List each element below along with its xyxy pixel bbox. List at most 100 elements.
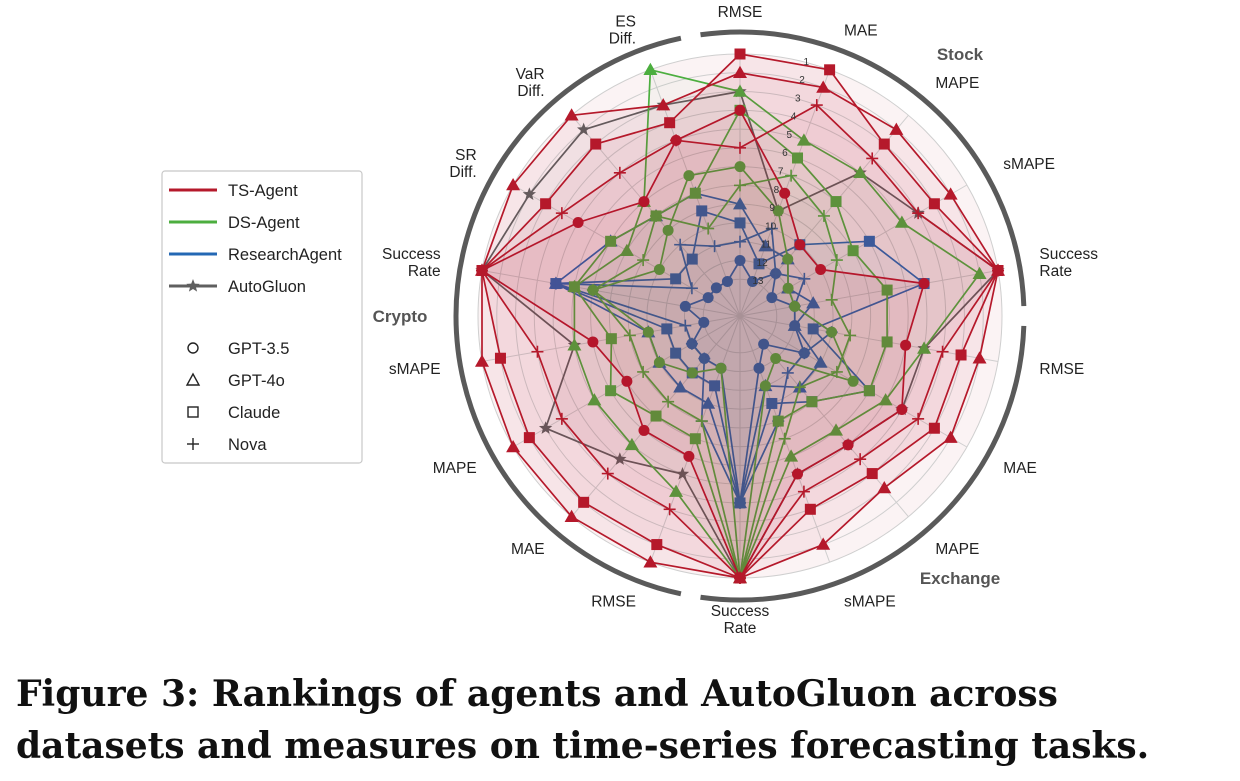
point-ds-agent-gpt-4o-4 bbox=[972, 266, 987, 280]
point-ds-agent-gpt-4o-10 bbox=[669, 484, 684, 497]
point-researchagent-gpt-4o-6 bbox=[813, 355, 828, 368]
point-ts-agent-claude-1 bbox=[824, 64, 836, 76]
point-ts-agent-nova-0 bbox=[734, 141, 746, 154]
grid-spoke-14 bbox=[481, 270, 741, 317]
point-researchagent-gpt-4o-10 bbox=[701, 396, 716, 409]
point-researchagent-gpt-4o-5 bbox=[787, 318, 802, 331]
point-ts-agent-nova-16 bbox=[613, 166, 626, 179]
point-ds-agent-claude-3 bbox=[847, 245, 859, 257]
legend-model-nova: Nova bbox=[187, 436, 267, 454]
radar-chart: StockExchangeCrypto12345678910111213RMSE… bbox=[161, 4, 1098, 637]
point-ts-agent-nova-7 bbox=[854, 453, 867, 466]
point-ds-agent-gpt-4o-17 bbox=[643, 62, 658, 76]
point-ts-agent-nova-15 bbox=[555, 207, 568, 220]
point-ts-agent-gpt-4o-11 bbox=[564, 509, 579, 522]
point-ts-agent-claude-7 bbox=[866, 468, 878, 480]
point-ts-agent-gpt-4o-13 bbox=[474, 354, 489, 367]
axis-label-10: RMSE bbox=[591, 594, 636, 611]
axis-label-4: Success Rate bbox=[1039, 246, 1098, 280]
radar-chart-figure: Stock Exchange Crypto 1 2 3 4 5 6 7 8 9 10 11 12 13 RMSE… bbox=[161, 4, 1098, 637]
legend-model-claude: Claude bbox=[187, 404, 280, 422]
point-ds-agent-claude-13 bbox=[605, 333, 617, 345]
point-researchagent-nova-9 bbox=[734, 496, 746, 509]
point-ts-agent-gpt-4o-8 bbox=[816, 537, 831, 550]
point-ds-agent-gpt-3-5-17 bbox=[683, 170, 695, 182]
axis-label-14: Success Rate bbox=[382, 246, 441, 280]
point-ds-agent-gpt-3-5-10 bbox=[715, 362, 727, 374]
point-ts-agent-gpt-3-5-8 bbox=[792, 468, 804, 480]
point-ts-agent-nova-9 bbox=[734, 572, 746, 584]
point-ts-agent-nova-1 bbox=[810, 99, 823, 112]
rank-tick-label-5: 5 bbox=[786, 130, 792, 141]
point-ds-agent-gpt-4o-11 bbox=[624, 437, 639, 451]
axis-label-9: Success Rate bbox=[711, 603, 770, 637]
group-label-exchange: Exchange bbox=[920, 569, 1000, 588]
grid-spoke-7 bbox=[739, 315, 909, 518]
legend-label-ds-agent: DS-Agent bbox=[228, 214, 300, 232]
point-ds-agent-nova-12 bbox=[637, 365, 650, 378]
point-ts-agent-gpt-3-5-2 bbox=[794, 239, 806, 251]
point-researchagent-nova-14 bbox=[549, 277, 562, 290]
point-ts-agent-claude-11 bbox=[578, 496, 590, 508]
legend-model-label-gpt-3-5: GPT-3.5 bbox=[228, 340, 289, 358]
point-ds-agent-gpt-4o-5 bbox=[917, 341, 932, 354]
grid-spoke-5 bbox=[739, 315, 999, 362]
point-researchagent-claude-15 bbox=[670, 273, 682, 285]
axis-label-0: RMSE bbox=[718, 4, 763, 21]
point-ds-agent-gpt-4o-6 bbox=[878, 393, 893, 406]
point-ts-agent-nova-4 bbox=[992, 264, 1005, 277]
radar-series bbox=[474, 48, 1006, 584]
rank-tick-label-3: 3 bbox=[795, 93, 801, 104]
point-ts-agent-claude-8 bbox=[804, 503, 816, 515]
point-ds-agent-nova-4 bbox=[825, 293, 838, 306]
legend-model-label-claude: Claude bbox=[228, 404, 280, 422]
point-ds-agent-gpt-4o-0 bbox=[733, 84, 747, 97]
point-researchagent-gpt-3-5-0 bbox=[734, 254, 746, 266]
point-researchagent-gpt-3-5-17 bbox=[721, 275, 733, 287]
point-ts-agent-nova-6 bbox=[912, 412, 925, 425]
point-ts-agent-gpt-4o-1 bbox=[816, 80, 831, 93]
point-ts-agent-gpt-3-5-0 bbox=[734, 104, 746, 116]
legend-label-researchagent: ResearchAgent bbox=[228, 246, 342, 264]
grid-spoke-4 bbox=[739, 270, 999, 317]
point-ds-agent-nova-2 bbox=[817, 209, 830, 222]
point-researchagent-nova-13 bbox=[679, 319, 692, 332]
point-autogluon-default-15 bbox=[522, 187, 537, 201]
point-ds-agent-claude-15 bbox=[605, 235, 617, 247]
point-ds-agent-gpt-3-5-2 bbox=[782, 253, 794, 265]
point-researchagent-gpt-3-5-7 bbox=[758, 338, 770, 350]
rank-tick-label-7: 7 bbox=[778, 167, 784, 178]
point-ts-agent-nova-12 bbox=[555, 412, 568, 425]
point-ds-agent-gpt-3-5-4 bbox=[789, 300, 801, 312]
legend-model-label-nova: Nova bbox=[228, 436, 267, 454]
point-ts-agent-nova-10 bbox=[663, 503, 676, 516]
axis-label-5: RMSE bbox=[1039, 361, 1084, 378]
legend-label-ts-agent: TS-Agent bbox=[228, 182, 298, 200]
point-researchagent-claude-3 bbox=[863, 235, 875, 247]
point-ds-agent-nova-0 bbox=[734, 179, 746, 192]
point-ds-agent-nova-5 bbox=[844, 329, 857, 342]
legend-marker-square bbox=[187, 406, 199, 418]
point-ds-agent-nova-3 bbox=[830, 254, 843, 267]
point-researchagent-claude-10 bbox=[709, 380, 721, 392]
point-ds-agent-gpt-4o-1 bbox=[796, 133, 811, 146]
point-researchagent-nova-16 bbox=[674, 238, 687, 251]
point-ds-agent-nova-1 bbox=[785, 169, 798, 182]
point-ts-agent-claude-16 bbox=[590, 138, 602, 150]
point-ts-agent-nova-11 bbox=[601, 467, 614, 480]
point-ts-agent-nova-2 bbox=[866, 152, 879, 165]
point-autogluon-default-11 bbox=[613, 452, 627, 465]
point-researchagent-gpt-3-5-13 bbox=[698, 316, 710, 328]
point-ds-agent-gpt-3-5-6 bbox=[847, 375, 859, 387]
point-researchagent-gpt-4o-11 bbox=[673, 380, 688, 393]
rank-tick-label-4: 4 bbox=[791, 112, 797, 123]
point-ts-agent-claude-15 bbox=[540, 198, 552, 210]
point-ts-agent-gpt-3-5-15 bbox=[572, 217, 584, 229]
rank-tick-label-11: 11 bbox=[761, 240, 772, 251]
legend-item-ts-agent: TS-Agent bbox=[169, 182, 298, 200]
point-researchagent-nova-3 bbox=[798, 272, 811, 285]
point-ts-agent-claude-0 bbox=[734, 48, 746, 60]
point-ts-agent-gpt-4o-7 bbox=[877, 480, 892, 494]
point-ds-agent-gpt-4o-8 bbox=[784, 449, 799, 462]
point-ds-agent-nova-16 bbox=[650, 209, 663, 222]
